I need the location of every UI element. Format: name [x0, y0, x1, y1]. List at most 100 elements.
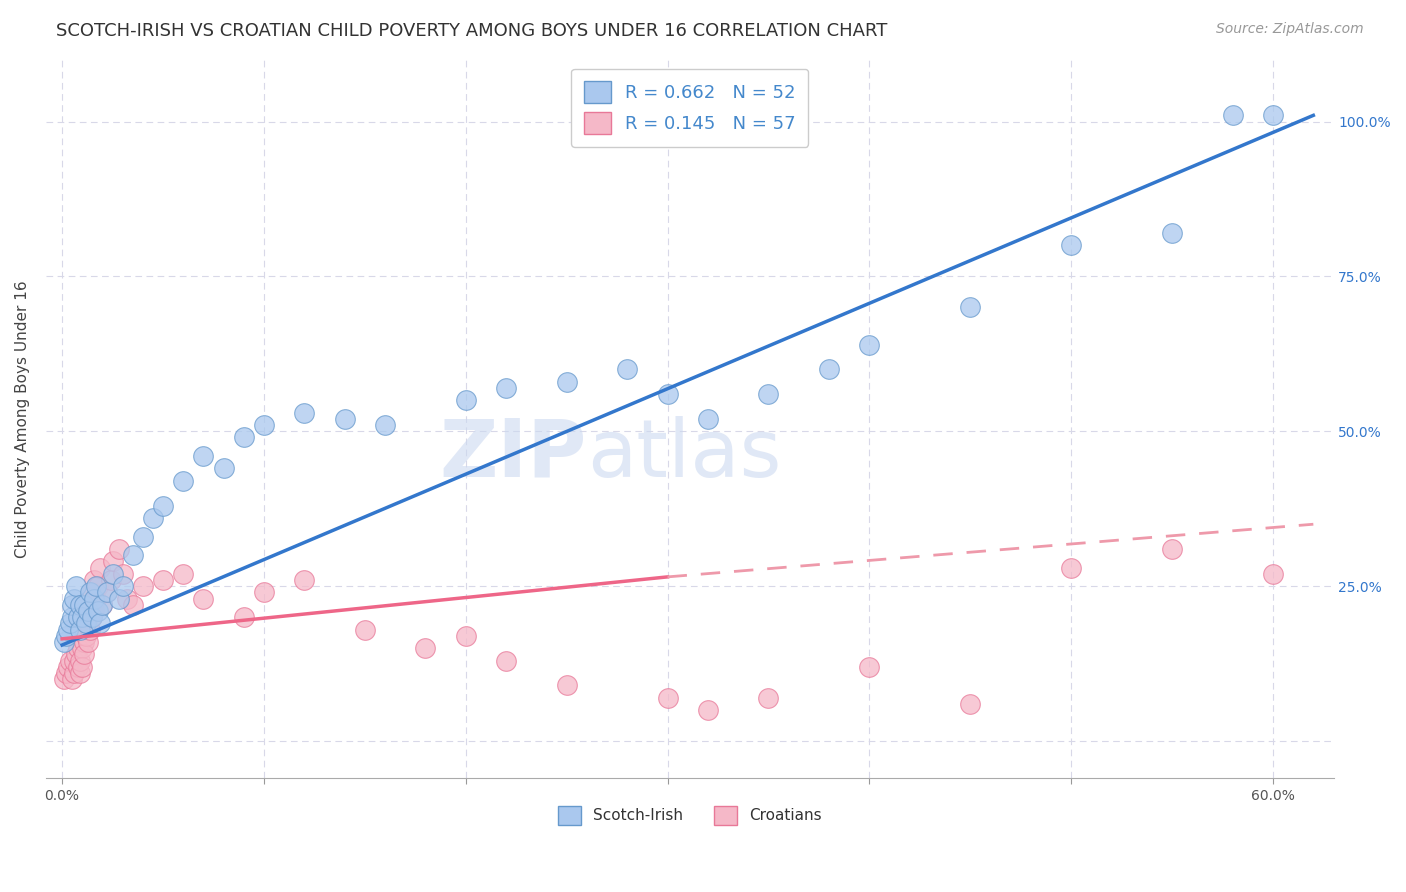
Point	[353, 623, 375, 637]
Point	[63, 653, 86, 667]
Point	[67, 610, 90, 624]
Point	[83, 604, 105, 618]
Point	[657, 387, 679, 401]
Point	[60, 598, 83, 612]
Point	[60, 610, 83, 624]
Point	[959, 697, 981, 711]
Point	[1060, 560, 1083, 574]
Point	[55, 665, 77, 680]
Point	[73, 635, 96, 649]
Point	[232, 610, 254, 624]
Point	[495, 381, 517, 395]
Point	[696, 412, 718, 426]
Point	[69, 598, 91, 612]
Point	[56, 623, 79, 637]
Point	[101, 554, 124, 568]
Point	[1261, 566, 1284, 581]
Point	[83, 591, 105, 606]
Point	[86, 591, 108, 606]
Point	[79, 585, 101, 599]
Point	[454, 393, 477, 408]
Point	[55, 629, 77, 643]
Point	[1161, 226, 1184, 240]
Point	[1060, 238, 1083, 252]
Point	[69, 665, 91, 680]
Point	[495, 653, 517, 667]
Text: ZIP: ZIP	[440, 416, 586, 494]
Point	[758, 690, 780, 705]
Point	[72, 641, 94, 656]
Point	[172, 474, 194, 488]
Point	[292, 573, 315, 587]
Point	[91, 598, 114, 612]
Point	[53, 635, 76, 649]
Point	[72, 610, 94, 624]
Point	[121, 598, 143, 612]
Point	[152, 499, 174, 513]
Point	[818, 362, 841, 376]
Point	[83, 573, 105, 587]
Point	[82, 610, 104, 624]
Point	[1222, 108, 1244, 122]
Point	[858, 659, 880, 673]
Point	[374, 418, 396, 433]
Point	[77, 604, 100, 618]
Point	[115, 591, 138, 606]
Point	[142, 511, 165, 525]
Point	[60, 672, 83, 686]
Point	[89, 560, 111, 574]
Point	[87, 604, 110, 618]
Point	[56, 659, 79, 673]
Point	[454, 629, 477, 643]
Point	[63, 591, 86, 606]
Point	[65, 648, 87, 662]
Point	[758, 387, 780, 401]
Point	[1161, 541, 1184, 556]
Point	[59, 653, 82, 667]
Point	[555, 375, 578, 389]
Point	[193, 591, 215, 606]
Text: atlas: atlas	[586, 416, 782, 494]
Point	[333, 412, 356, 426]
Point	[75, 616, 97, 631]
Point	[232, 430, 254, 444]
Point	[96, 585, 118, 599]
Point	[616, 362, 638, 376]
Point	[292, 406, 315, 420]
Point	[107, 541, 129, 556]
Point	[86, 579, 108, 593]
Point	[65, 579, 87, 593]
Point	[67, 659, 90, 673]
Legend: Scotch-Irish, Croatians: Scotch-Irish, Croatians	[547, 796, 832, 835]
Point	[87, 579, 110, 593]
Point	[69, 623, 91, 637]
Point	[79, 623, 101, 637]
Point	[212, 461, 235, 475]
Point	[75, 629, 97, 643]
Point	[79, 598, 101, 612]
Point	[111, 566, 134, 581]
Point	[121, 548, 143, 562]
Point	[67, 641, 90, 656]
Point	[253, 585, 276, 599]
Point	[696, 703, 718, 717]
Point	[82, 585, 104, 599]
Y-axis label: Child Poverty Among Boys Under 16: Child Poverty Among Boys Under 16	[15, 280, 30, 558]
Point	[657, 690, 679, 705]
Point	[77, 610, 100, 624]
Point	[89, 616, 111, 631]
Point	[73, 598, 96, 612]
Point	[53, 672, 76, 686]
Point	[100, 573, 122, 587]
Point	[1261, 108, 1284, 122]
Point	[73, 648, 96, 662]
Point	[96, 585, 118, 599]
Point	[72, 659, 94, 673]
Point	[959, 301, 981, 315]
Point	[253, 418, 276, 433]
Text: SCOTCH-IRISH VS CROATIAN CHILD POVERTY AMONG BOYS UNDER 16 CORRELATION CHART: SCOTCH-IRISH VS CROATIAN CHILD POVERTY A…	[56, 22, 887, 40]
Point	[107, 591, 129, 606]
Point	[132, 579, 155, 593]
Point	[101, 566, 124, 581]
Point	[69, 653, 91, 667]
